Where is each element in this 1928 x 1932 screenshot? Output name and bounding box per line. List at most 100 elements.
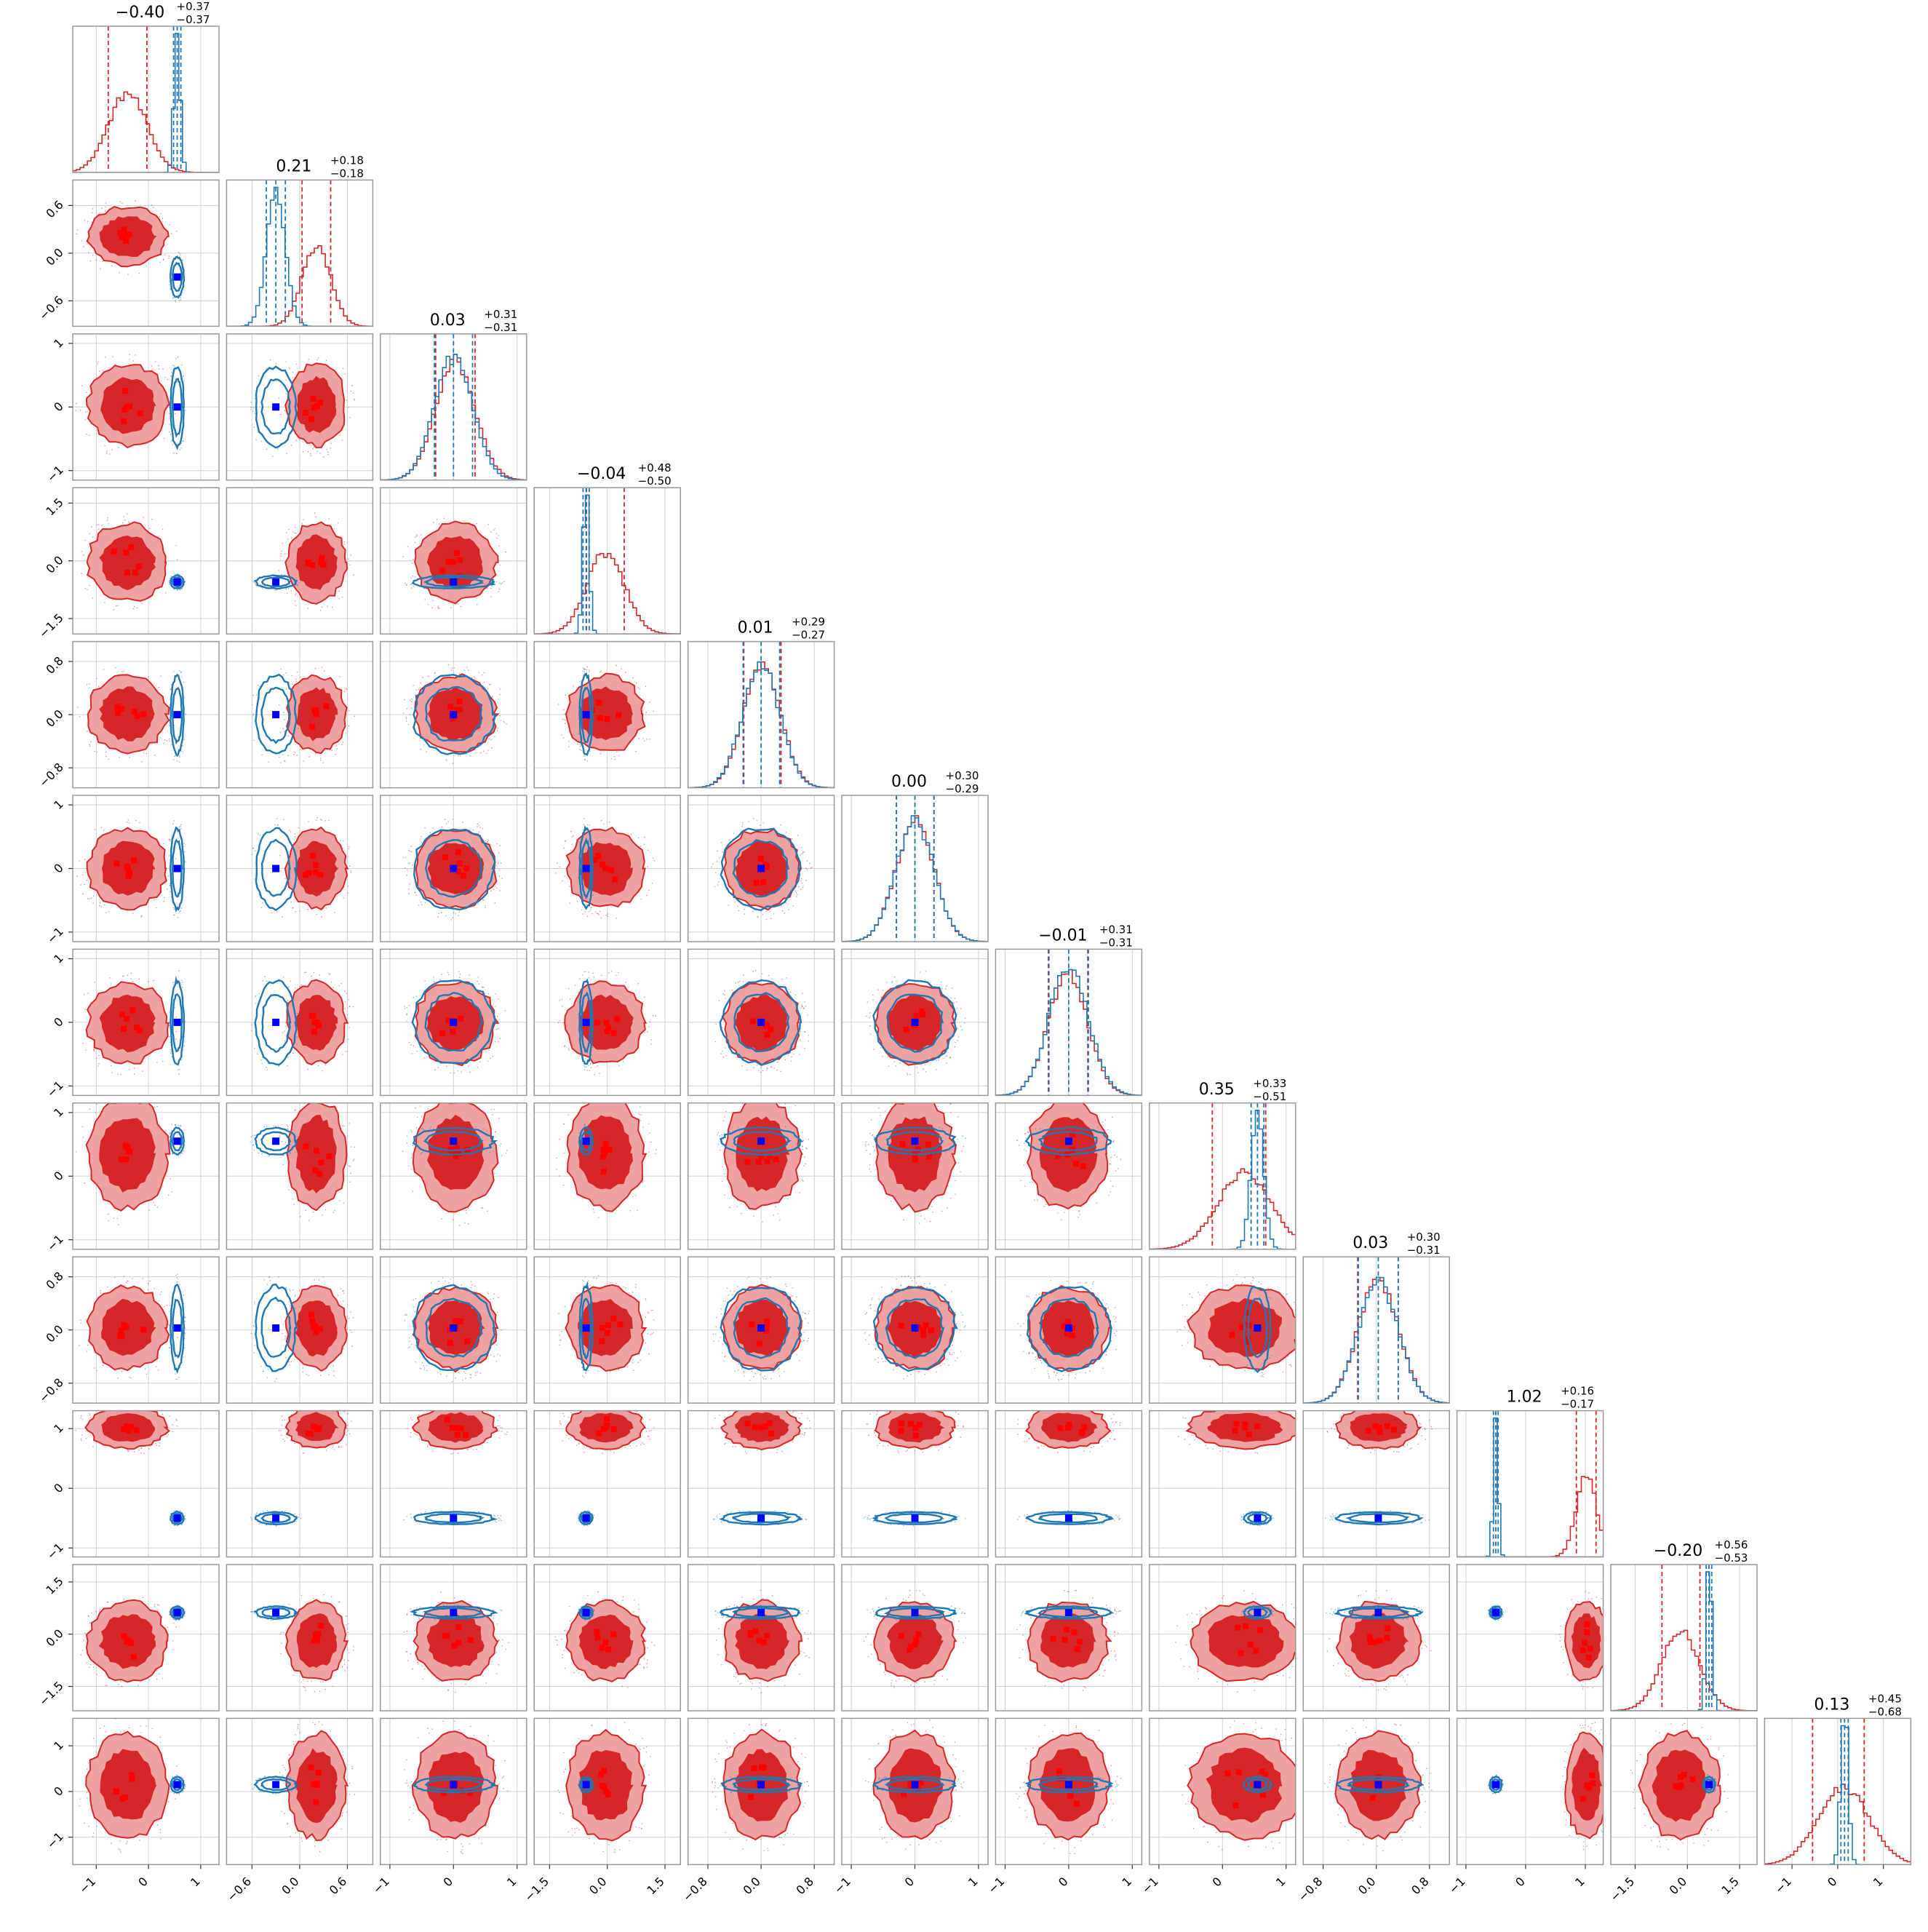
red-sample-point [573, 1672, 575, 1674]
blue-sample-point [1097, 1126, 1099, 1128]
blue-sample-point [589, 824, 591, 826]
blue-sample-point [1243, 1522, 1245, 1524]
blue-sample-point [423, 1129, 425, 1130]
red-sample-point [1069, 1084, 1071, 1085]
red-sample-point [779, 1220, 781, 1221]
blue-sample-point [1025, 1137, 1027, 1139]
red-sample-point [570, 831, 572, 832]
blue-sample-point [409, 863, 410, 864]
blue-sample-point [1017, 1519, 1019, 1520]
blue-sample-point [872, 1134, 873, 1136]
blue-truth-marker [174, 1137, 181, 1145]
blue-sample-point [276, 818, 278, 819]
blue-sample-point [807, 1014, 808, 1016]
blue-sample-point [1254, 1278, 1255, 1279]
red-sample-point [155, 1443, 156, 1444]
red-sample-point [502, 878, 503, 879]
red-sample-point [410, 1129, 412, 1131]
red-sample-point [348, 1653, 350, 1654]
blue-sample-point [419, 687, 421, 688]
red-sample-point [1283, 1409, 1285, 1410]
red-sample-point [781, 1451, 783, 1452]
red-sample-point [321, 819, 322, 821]
red-sample-point [97, 363, 99, 365]
blue-sample-point [487, 1617, 488, 1618]
blue-sample-point [287, 1126, 289, 1127]
blue-sample-point [258, 834, 259, 835]
blue-sample-point [258, 685, 259, 686]
y-tick-label: −0.8 [36, 760, 66, 790]
blue-sample-point [722, 1300, 724, 1302]
red-sample-point [1032, 1182, 1033, 1183]
red-sample-point [412, 1419, 413, 1420]
red-sample-point [576, 1670, 578, 1671]
red-sample-point [102, 1364, 103, 1366]
red-sample-point [489, 739, 490, 740]
red-sample-point [314, 447, 315, 448]
blue-sample-point [169, 1011, 170, 1013]
red-marker [121, 418, 127, 424]
red-sample-point [85, 411, 87, 413]
red-sample-point [569, 902, 570, 904]
red-sample-point [468, 669, 469, 671]
red-sample-point [616, 665, 617, 667]
red-sample-point [1040, 1359, 1042, 1361]
red-sample-point [910, 1374, 912, 1375]
blue-sample-point [267, 1377, 268, 1378]
blue-sample-point [254, 1303, 255, 1305]
blue-sample-point [1024, 1133, 1026, 1134]
red-sample-point [340, 983, 342, 985]
blue-sample-point [962, 1029, 963, 1030]
red-sample-point [748, 1276, 749, 1278]
red-sample-point [650, 1142, 652, 1143]
red-sample-point [603, 824, 605, 825]
blue-sample-point [177, 1379, 178, 1380]
blue-sample-point [486, 587, 487, 589]
red-sample-point [92, 255, 94, 256]
blue-sample-point [172, 444, 174, 445]
red-sample-point [1189, 1293, 1190, 1295]
red-sample-point [499, 589, 501, 590]
red-sample-point [601, 918, 602, 919]
red-sample-point [650, 1043, 652, 1045]
red-sample-point [654, 860, 656, 862]
red-sample-point [422, 1679, 423, 1680]
red-sample-point [917, 1276, 919, 1277]
red-sample-point [803, 1434, 805, 1436]
blue-sample-point [578, 841, 580, 843]
red-marker [767, 1420, 773, 1426]
red-sample-point [350, 554, 351, 556]
red-sample-point [93, 1666, 95, 1668]
red-sample-point [170, 1178, 171, 1180]
red-sample-point [470, 1374, 471, 1375]
panel-8-0: −0.80.00.8 [36, 1257, 219, 1405]
blue-sample-point [404, 1006, 405, 1007]
blue-sample-point [421, 1512, 422, 1514]
blue-sample-point [1085, 1126, 1086, 1128]
param-title-median: 0.21 [276, 157, 311, 175]
red-sample-point [1115, 1316, 1117, 1318]
blue-sample-point [1272, 1331, 1274, 1332]
red-sample-point [84, 994, 85, 995]
red-marker [318, 1160, 324, 1166]
red-sample-point [648, 849, 649, 851]
blue-sample-point [793, 1618, 794, 1619]
red-sample-point [566, 1435, 567, 1436]
blue-sample-point [252, 695, 254, 696]
blue-sample-point [941, 982, 942, 983]
red-sample-point [499, 890, 501, 891]
blue-sample-point [182, 982, 183, 983]
red-sample-point [772, 1595, 773, 1597]
red-sample-point [644, 1032, 645, 1033]
red-sample-point [500, 1427, 501, 1428]
red-sample-point [924, 1218, 925, 1220]
param-title-plus: +0.31 [484, 308, 517, 321]
panel-9-8 [1303, 1402, 1449, 1557]
blue-truth-marker [450, 579, 457, 586]
red-sample-point [958, 1036, 960, 1038]
blue-sample-point [773, 1068, 775, 1069]
red-sample-point [742, 822, 744, 824]
red-sample-point [1083, 1450, 1085, 1452]
red-sample-point [723, 1120, 725, 1121]
blue-sample-point [403, 1519, 405, 1521]
